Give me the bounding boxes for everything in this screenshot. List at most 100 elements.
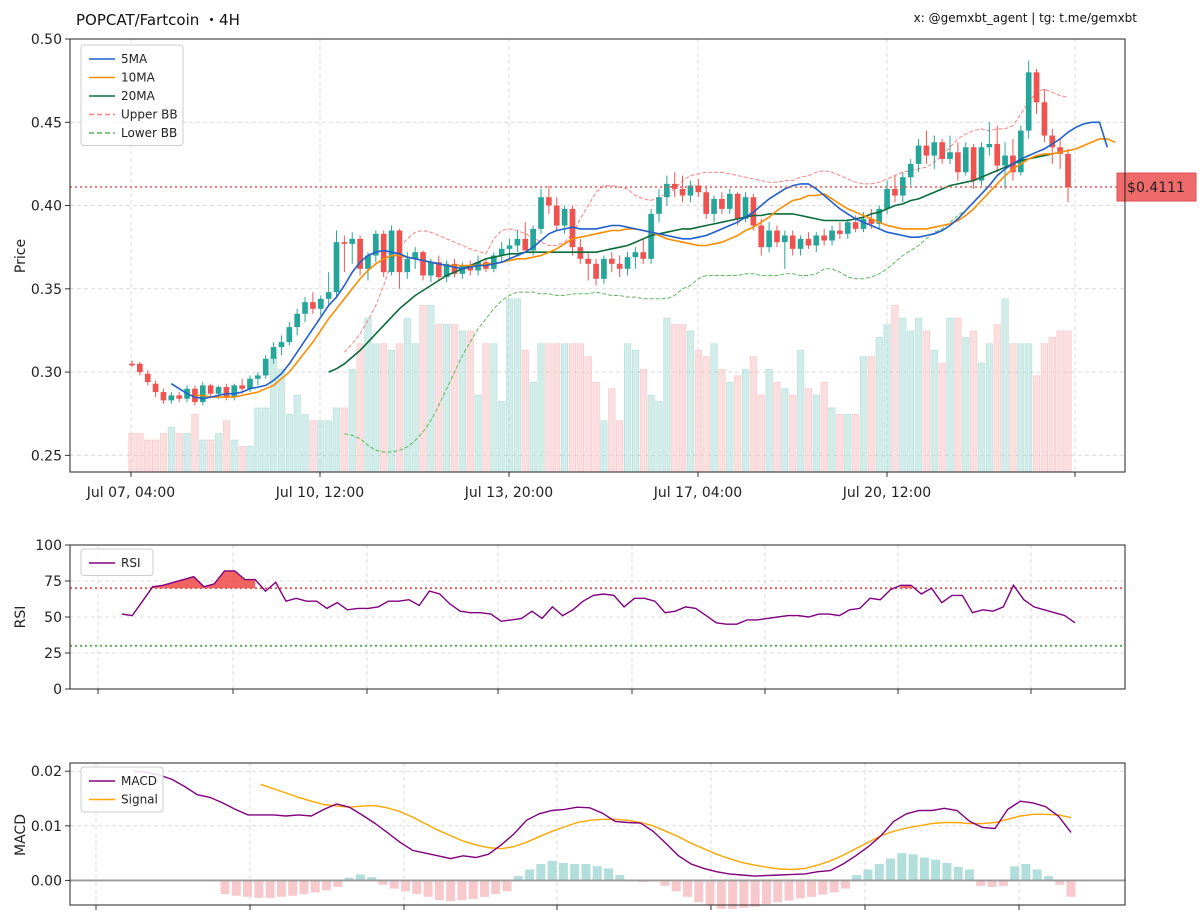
candle-body xyxy=(317,298,324,309)
macd-hist-bar xyxy=(265,880,275,898)
volume-bar xyxy=(616,420,624,473)
macd-hist-bar xyxy=(389,880,399,889)
candle-body xyxy=(199,385,206,403)
candle-body xyxy=(498,248,505,256)
macd-hist-bar xyxy=(908,854,918,881)
volume-bar xyxy=(1056,330,1064,473)
candle-body xyxy=(404,258,411,273)
volume-bar xyxy=(1009,343,1017,473)
volume-bar xyxy=(568,343,577,473)
candle-body xyxy=(915,145,922,164)
candle-body xyxy=(695,185,702,193)
rsi-line xyxy=(121,570,1076,625)
candle-body xyxy=(931,142,938,156)
volume-bar xyxy=(348,369,356,473)
volume-bar xyxy=(576,343,584,473)
candle-body xyxy=(176,395,183,399)
price-frame xyxy=(69,38,1126,473)
candle-body xyxy=(1033,72,1040,103)
volume-bar xyxy=(144,439,152,473)
volume-bar xyxy=(694,349,702,473)
macd-hist-bar xyxy=(355,874,365,881)
macd-hist-bar xyxy=(1043,876,1053,881)
candle-body xyxy=(435,262,442,278)
x-tick-label: Jul 10, 12:00 xyxy=(275,485,364,501)
macd-hist-bar xyxy=(761,880,771,904)
volume-bar xyxy=(954,317,962,473)
volume-bar xyxy=(395,343,404,473)
volume-bar xyxy=(922,330,931,473)
macd-hist-bar xyxy=(1021,864,1031,881)
macd-hist-bar xyxy=(412,880,422,895)
candle-body xyxy=(774,230,780,243)
rsi-legend xyxy=(80,548,154,576)
macd-hist-bar xyxy=(231,880,241,896)
macd-hist-bar xyxy=(728,880,738,909)
volume-bar xyxy=(128,433,136,473)
candle-body xyxy=(892,188,898,196)
volume-bar xyxy=(537,343,545,473)
macd-hist-bar xyxy=(513,876,523,881)
macd-legend xyxy=(80,766,164,813)
upper-bb-line xyxy=(344,88,1069,353)
y-tick-label: 0.30 xyxy=(31,365,62,381)
volume-bar xyxy=(663,317,671,473)
rsi-overbought-fill xyxy=(900,585,912,589)
volume-bar xyxy=(419,304,427,473)
candle-body xyxy=(561,208,568,226)
macd-hist-bar xyxy=(716,880,726,909)
legend-label: Lower BB xyxy=(121,126,177,140)
volume-bar xyxy=(443,324,451,473)
candle-body xyxy=(876,208,883,224)
candle-body xyxy=(1002,155,1008,166)
macd-hist-bar xyxy=(682,880,692,897)
candle-body xyxy=(719,198,725,209)
volume-bar xyxy=(309,420,317,473)
candle-body xyxy=(396,230,403,273)
volume-bar xyxy=(513,298,522,473)
volume-bar xyxy=(718,369,726,473)
candle-body xyxy=(1057,147,1063,154)
candle-body xyxy=(758,225,765,248)
volume-bar xyxy=(899,317,907,473)
candle-body xyxy=(821,235,827,241)
candle-body xyxy=(160,392,167,401)
volume-bar xyxy=(678,324,687,473)
candle-body xyxy=(711,198,717,214)
macd-hist-bar xyxy=(378,880,388,885)
macd-hist-bar xyxy=(795,880,805,899)
macd-hist-bar xyxy=(671,880,681,892)
macd-y-tick-label: 0.02 xyxy=(31,764,62,780)
credit-text: x: @gemxbt_agent | tg: t.me/gemxbt xyxy=(913,11,1137,25)
legend-label: 20MA xyxy=(121,89,156,103)
volume-bar xyxy=(380,343,388,473)
volume-bar xyxy=(655,401,663,473)
volume-bar xyxy=(883,324,891,473)
macd-y-tick-label: 0.01 xyxy=(31,819,62,835)
macd-hist-bar xyxy=(457,880,467,901)
legend-label: MACD xyxy=(121,774,157,788)
macd-hist-bar xyxy=(581,864,591,881)
candle-body xyxy=(522,238,529,251)
macd-hist-bar xyxy=(886,858,896,881)
candle-body xyxy=(223,387,230,398)
candle-body xyxy=(899,177,906,196)
candle-body xyxy=(734,193,741,219)
candle-body xyxy=(970,147,977,181)
lower-bb-line xyxy=(344,210,966,453)
candle-body xyxy=(962,147,969,173)
volume-bar xyxy=(435,324,443,473)
candle-body xyxy=(947,152,953,159)
candle-body xyxy=(624,257,631,269)
current-price-badge xyxy=(1116,172,1197,202)
chart-title: POPCAT/Fartcoin ・4H xyxy=(76,11,240,29)
volume-bar xyxy=(859,356,868,473)
x-tick-label: Jul 13, 20:00 xyxy=(464,485,553,501)
volume-bar xyxy=(151,439,160,473)
volume-bar xyxy=(482,343,490,473)
candle-body xyxy=(986,143,993,148)
macd-hist-bar xyxy=(502,880,512,892)
macd-hist-bar xyxy=(863,869,873,881)
macd-hist-bar xyxy=(547,860,557,881)
volume-bar xyxy=(985,343,993,473)
